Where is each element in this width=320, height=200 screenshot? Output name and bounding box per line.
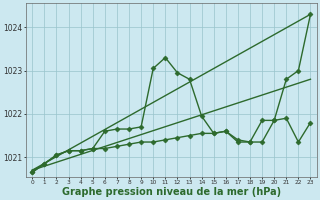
X-axis label: Graphe pression niveau de la mer (hPa): Graphe pression niveau de la mer (hPa)	[62, 187, 281, 197]
